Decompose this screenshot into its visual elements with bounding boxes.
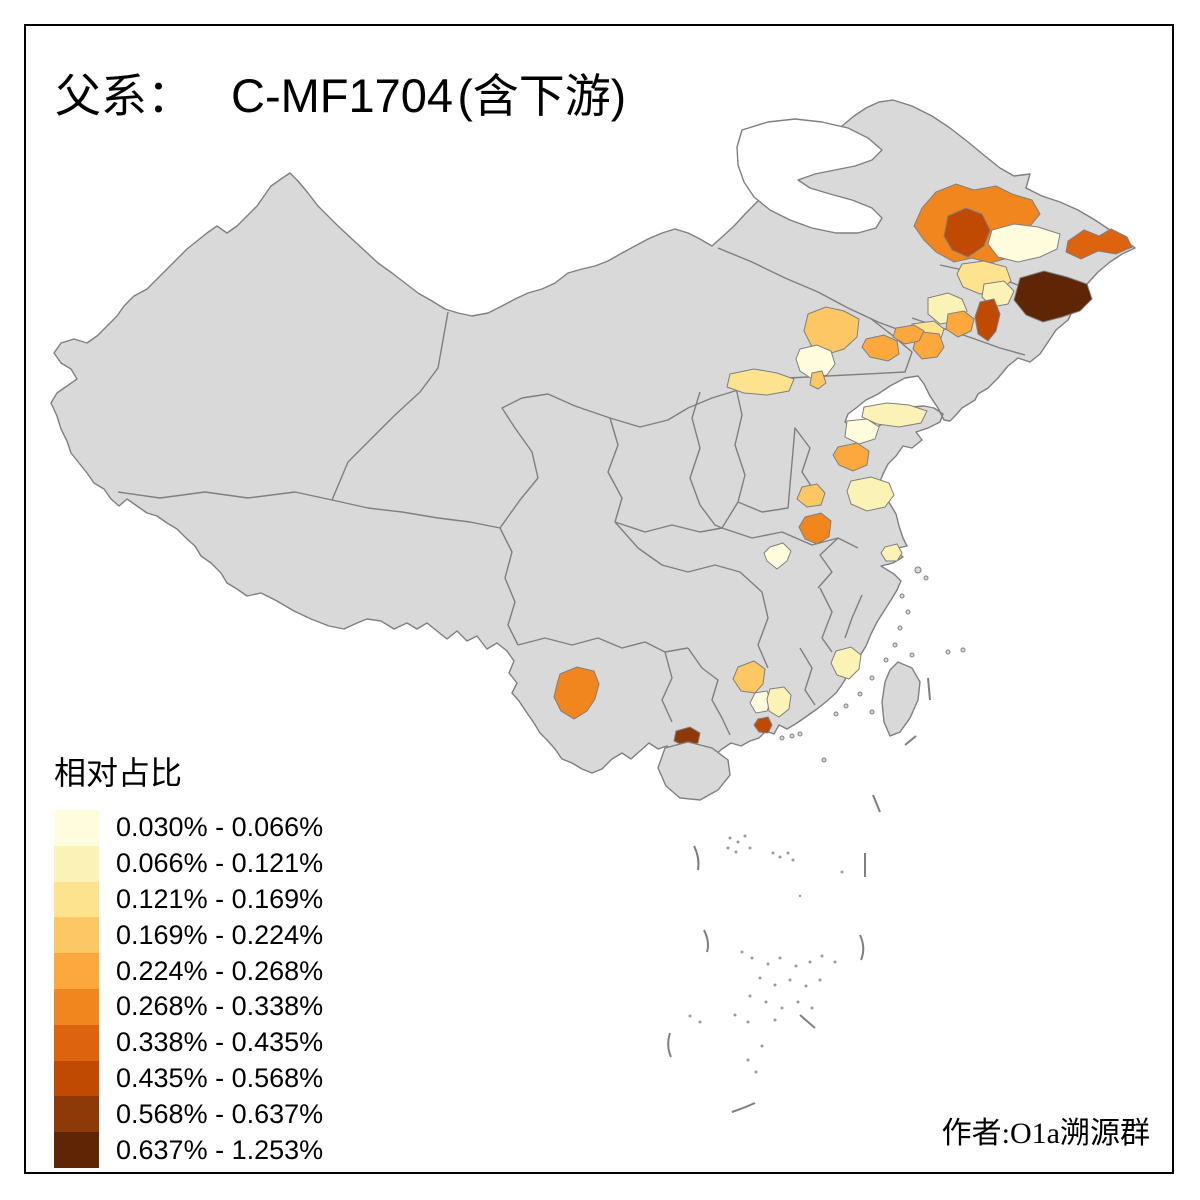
coastal-islands: [779, 566, 966, 763]
sea-boundary-dashes: [667, 677, 931, 1113]
region-guangzhou-north: [749, 690, 772, 714]
legend-row: 0.338% - 0.435%: [54, 1024, 324, 1061]
region-chengde: [803, 306, 860, 355]
legend-label: 0.268% - 0.338%: [116, 991, 324, 1022]
region-tieling: [945, 310, 975, 338]
legend-swatch: [54, 845, 99, 882]
legend-swatch: [54, 1024, 99, 1061]
legend-rows: 0.030% - 0.066% 0.066% - 0.121% 0.121% - 0…: [54, 810, 323, 1168]
legend-label: 0.568% - 0.637%: [116, 1098, 324, 1129]
region-xuzhou: [846, 476, 895, 512]
legend: 相对占比 0.030% - 0.066% 0.066% - 0.121% 0.121…: [54, 748, 323, 1168]
legend-row: 0.169% - 0.224%: [54, 917, 324, 954]
region-heyuan: [766, 686, 792, 718]
legend-title: 相对占比: [54, 755, 183, 791]
region-zhumadian: [798, 512, 832, 545]
legend-label: 0.066% - 0.121%: [116, 848, 324, 879]
region-beijing: [795, 344, 836, 380]
legend-row: 0.121% - 0.169%: [54, 881, 324, 918]
legend-row: 0.030% - 0.066%: [54, 810, 323, 846]
legend-label: 0.030% - 0.066%: [116, 812, 324, 843]
region-zhangjiakou: [726, 368, 795, 396]
south-china-sea-islets: [688, 834, 844, 1074]
legend-swatch: [54, 881, 99, 918]
mongolia-wedge: [736, 118, 883, 234]
region-qingdao-area: [844, 418, 880, 445]
mainland-outline: [50, 99, 1136, 792]
legend-label: 0.637% - 1.253%: [116, 1134, 324, 1165]
province-borders: [117, 247, 1063, 736]
legend-label: 0.224% - 0.268%: [116, 955, 324, 986]
choropleth-regions: [553, 183, 1133, 748]
legend-swatch: [54, 953, 99, 989]
region-quanzhou: [830, 646, 862, 680]
legend-label: 0.435% - 0.568%: [116, 1062, 324, 1093]
legend-row: 0.637% - 1.253%: [54, 1132, 323, 1168]
page-title: 父系： C-MF1704 (含下游): [55, 60, 626, 126]
region-suizhou: [763, 542, 792, 570]
legend-label: 0.121% - 0.169%: [116, 883, 324, 914]
region-suihua: [987, 223, 1061, 263]
legend-swatch: [54, 1060, 99, 1097]
region-yuxi: [553, 666, 600, 720]
region-mudanjiang: [1013, 270, 1093, 323]
legend-swatch: [54, 810, 99, 846]
attribution: 作者:O1a溯源群: [941, 1117, 1150, 1150]
region-qiqihar: [943, 207, 991, 258]
region-jixi: [1065, 228, 1133, 260]
title-suffix: (含下游): [457, 70, 627, 122]
legend-row: 0.066% - 0.121%: [54, 845, 324, 882]
region-chaoyang: [861, 334, 900, 362]
title-haplogroup: C-MF1704: [231, 69, 454, 122]
hainan-island: [657, 741, 731, 801]
region-nantong: [880, 543, 903, 562]
region-jinzhou: [892, 324, 925, 345]
taiwan-island: [881, 661, 921, 737]
region-linyi: [832, 442, 870, 472]
region-jilin-city: [974, 298, 1001, 342]
legend-row: 0.568% - 0.637%: [54, 1096, 324, 1133]
region-qingyuan: [732, 660, 766, 694]
legend-row: 0.268% - 0.338%: [54, 988, 324, 1025]
region-tianjin-small: [809, 370, 827, 390]
region-maoming: [673, 726, 701, 748]
legend-swatch: [54, 1096, 99, 1133]
region-xuchang: [796, 483, 826, 508]
legend-swatch: [54, 917, 99, 954]
region-zhongshan: [753, 716, 773, 734]
legend-swatch: [54, 988, 99, 1025]
legend-swatch: [54, 1132, 99, 1168]
legend-label: 0.169% - 0.224%: [116, 919, 324, 950]
legend-row: 0.435% - 0.568%: [54, 1060, 324, 1097]
title-prefix: 父系：: [55, 71, 193, 122]
legend-label: 0.338% - 0.435%: [116, 1027, 324, 1058]
legend-row: 0.224% - 0.268%: [54, 953, 323, 989]
